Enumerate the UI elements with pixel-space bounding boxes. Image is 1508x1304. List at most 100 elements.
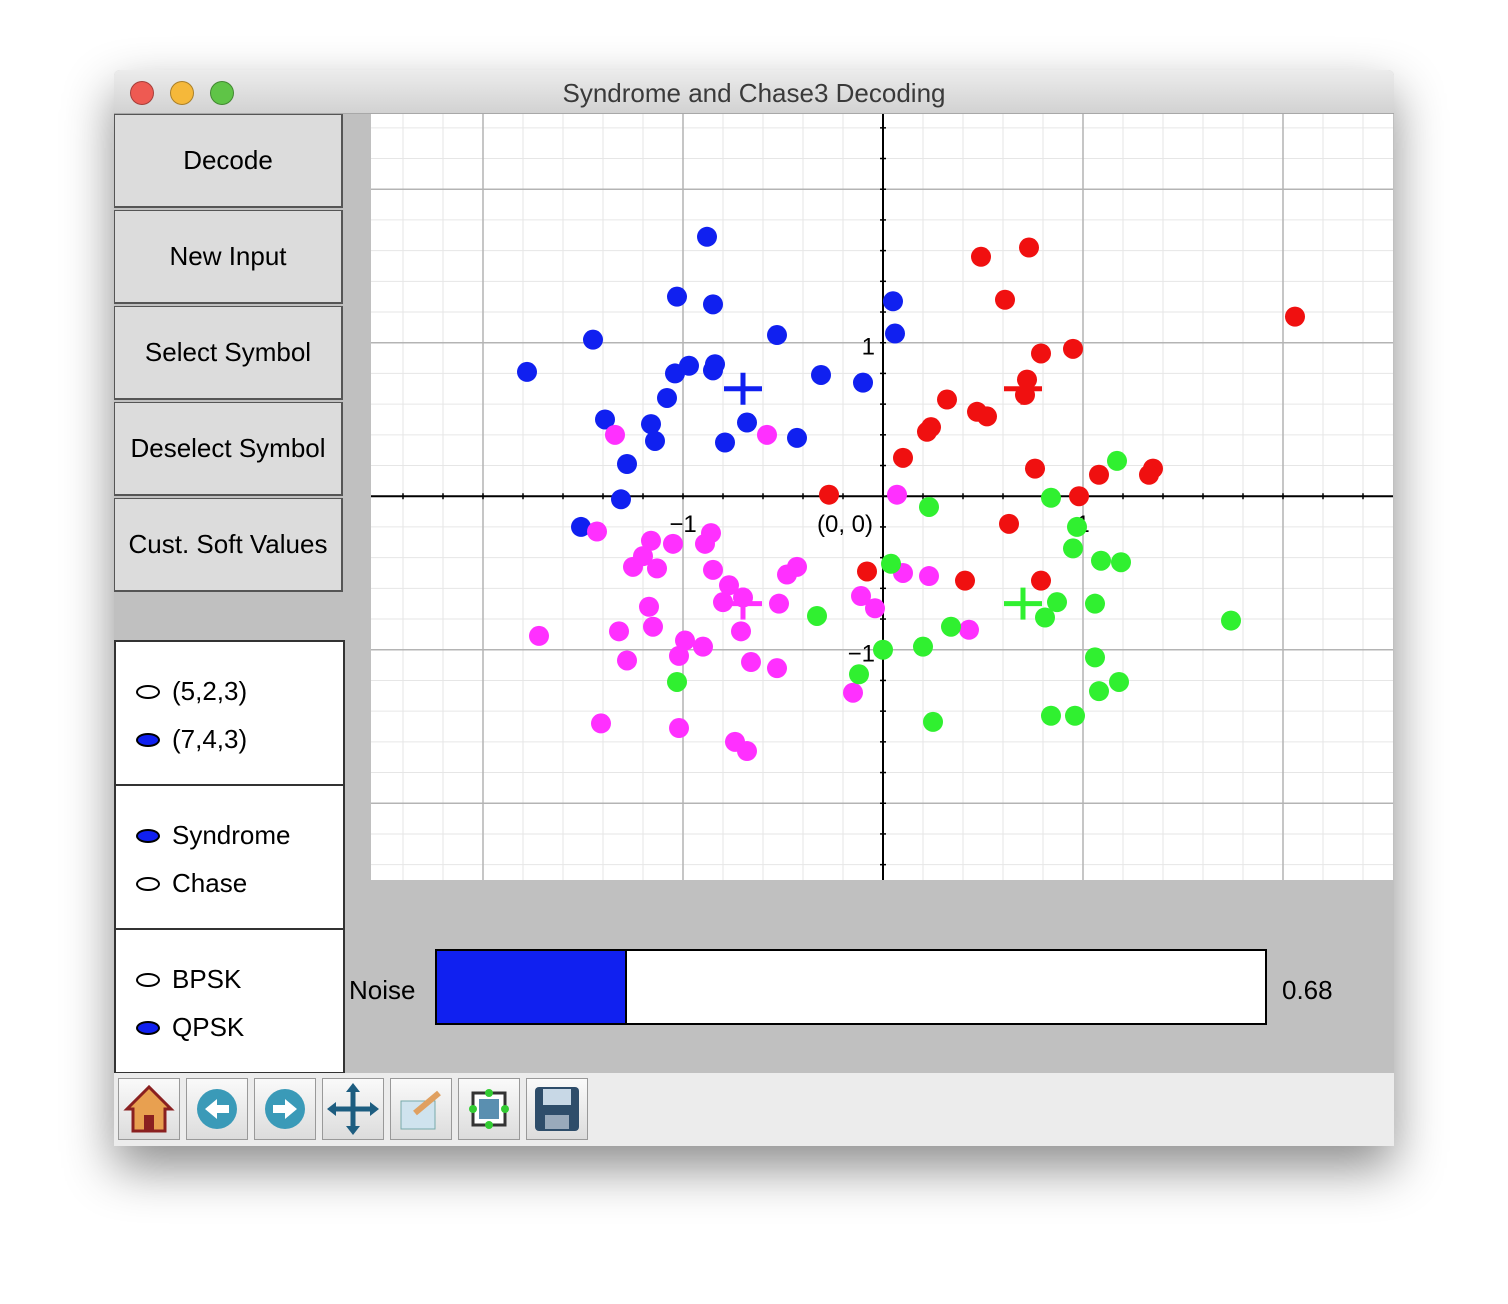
point — [865, 598, 885, 619]
center-marker — [1004, 372, 1042, 405]
point — [971, 246, 991, 267]
point — [1065, 705, 1085, 726]
point — [1067, 516, 1087, 537]
radio-group: (5,2,3) (7,4,3) — [114, 640, 345, 786]
point — [1089, 681, 1109, 702]
pan-tool[interactable] — [322, 1078, 384, 1140]
point — [667, 671, 687, 692]
radio-group: Syndrome Chase — [114, 784, 345, 930]
point — [767, 658, 787, 679]
point — [737, 412, 757, 433]
point — [851, 586, 871, 607]
point — [873, 639, 893, 660]
radio-option[interactable]: Chase — [136, 868, 247, 899]
point — [737, 741, 757, 762]
window: Syndrome and Chase3 Decoding Decode New I… — [114, 70, 1394, 1146]
point — [1069, 486, 1089, 507]
point — [787, 556, 807, 577]
point — [913, 636, 933, 657]
x-tick-label: −1 — [669, 511, 696, 538]
point — [703, 559, 723, 580]
button[interactable]: Select Symbol — [114, 306, 343, 400]
point — [665, 363, 685, 384]
point — [669, 645, 689, 666]
point — [1031, 343, 1051, 364]
point — [1041, 705, 1061, 726]
radio-indicator — [136, 972, 160, 987]
point — [1139, 464, 1159, 485]
button[interactable]: Decode — [114, 114, 343, 208]
point — [999, 513, 1019, 534]
configure-tool[interactable] — [458, 1078, 520, 1140]
point — [1285, 306, 1305, 327]
center-marker — [1004, 587, 1042, 620]
point — [1221, 610, 1241, 631]
radio-option[interactable]: (5,2,3) — [136, 676, 247, 707]
point — [591, 713, 611, 734]
button[interactable]: Cust. Soft Values — [114, 498, 343, 592]
point — [617, 650, 637, 671]
point — [941, 616, 961, 637]
point — [843, 682, 863, 703]
point — [955, 570, 975, 591]
center-marker — [724, 372, 762, 405]
point — [741, 652, 761, 673]
point — [587, 521, 607, 542]
noise-value: 0.68 — [1282, 975, 1333, 1005]
point — [1089, 464, 1109, 485]
center-marker — [724, 587, 762, 620]
point — [669, 718, 689, 739]
radio-label: Chase — [172, 868, 248, 898]
point — [977, 406, 997, 427]
window-title: Syndrome and Chase3 Decoding — [562, 78, 946, 108]
noise-slider[interactable] — [435, 949, 1267, 1025]
point — [617, 453, 637, 474]
radio-label: (7,4,3) — [172, 724, 248, 754]
point — [583, 329, 603, 350]
point — [919, 566, 939, 587]
radio-option[interactable]: (7,4,3) — [136, 724, 247, 755]
forward-tool[interactable] — [254, 1078, 316, 1140]
radio-option[interactable]: Syndrome — [136, 820, 291, 851]
noise-label: Noise — [349, 975, 416, 1005]
button[interactable]: New Input — [114, 210, 343, 304]
close-button[interactable] — [130, 81, 154, 105]
radio-label: QPSK — [172, 1012, 245, 1042]
point — [1031, 570, 1051, 591]
plot: −111−1(0, 0) — [371, 114, 1393, 880]
point — [1025, 458, 1045, 479]
point — [1019, 237, 1039, 258]
point — [1091, 550, 1111, 571]
point — [1063, 338, 1083, 359]
point — [1085, 647, 1105, 668]
point — [657, 387, 677, 408]
home-tool[interactable] — [118, 1078, 180, 1140]
radio-indicator — [136, 684, 160, 699]
point — [713, 592, 733, 613]
point — [639, 596, 659, 617]
icon — [327, 1083, 379, 1135]
button[interactable]: Deselect Symbol — [114, 402, 343, 496]
save-tool[interactable] — [526, 1078, 588, 1140]
point — [857, 561, 877, 582]
title-bar: Syndrome and Chase3 Decoding — [114, 70, 1394, 114]
back-tool[interactable] — [186, 1078, 248, 1140]
radio-indicator — [136, 828, 160, 843]
icon — [469, 1089, 509, 1129]
point — [641, 530, 661, 551]
point — [959, 619, 979, 640]
icon — [400, 1090, 441, 1130]
point — [767, 325, 787, 346]
radio-option[interactable]: BPSK — [136, 964, 241, 995]
point — [807, 605, 827, 626]
zoom-button[interactable] — [210, 81, 234, 105]
point — [719, 575, 739, 596]
point — [849, 664, 869, 685]
point — [529, 625, 549, 646]
radio-option[interactable]: QPSK — [136, 1012, 244, 1043]
point — [787, 427, 807, 448]
point — [995, 289, 1015, 310]
zoom-tool[interactable] — [390, 1078, 452, 1140]
point — [1041, 487, 1061, 508]
minimize-button[interactable] — [170, 81, 194, 105]
